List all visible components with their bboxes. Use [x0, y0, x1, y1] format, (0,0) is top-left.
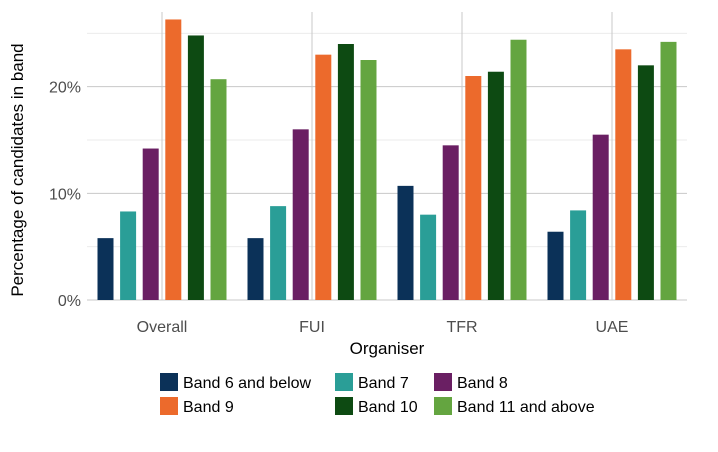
y-tick-label: 0%	[58, 293, 81, 310]
bar	[547, 231, 564, 300]
bar	[637, 65, 654, 300]
bar	[592, 134, 609, 300]
legend-item: Band 11 and above	[434, 397, 595, 416]
y-tick-label: 20%	[49, 80, 81, 97]
bar	[397, 185, 414, 300]
legend-item: Band 8	[434, 373, 508, 392]
bar	[465, 76, 482, 300]
x-tick-label: TFR	[446, 319, 477, 336]
bar	[187, 35, 204, 300]
bar	[337, 44, 354, 300]
y-axis-title: Percentage of candidates in band	[8, 43, 27, 296]
bar	[165, 19, 182, 300]
legend-item: Band 9	[160, 397, 234, 416]
legend-label: Band 10	[358, 399, 418, 416]
legend-label: Band 11 and above	[457, 399, 595, 416]
bar	[615, 49, 632, 301]
bar	[360, 60, 377, 300]
bar	[510, 39, 527, 300]
grid-lines	[87, 12, 687, 301]
bar	[270, 206, 287, 300]
bars	[97, 19, 677, 301]
bar	[487, 71, 504, 300]
legend-swatch	[434, 373, 452, 391]
y-axis-ticks: 0% 10% 20%	[49, 80, 81, 310]
legend-label: Band 8	[457, 375, 508, 392]
legend-swatch	[160, 373, 178, 391]
bar	[247, 238, 264, 300]
x-axis-ticks: Overall FUI TFR UAE	[137, 319, 629, 336]
legend-label: Band 6 and below	[183, 375, 312, 392]
legend-item: Band 6 and below	[160, 373, 312, 392]
legend-swatch	[160, 397, 178, 415]
legend-label: Band 9	[183, 399, 234, 416]
legend-swatch	[434, 397, 452, 415]
bar	[210, 79, 227, 300]
legend-swatch	[335, 373, 353, 391]
x-axis-title: Organiser	[350, 339, 425, 358]
bar	[442, 145, 459, 300]
x-tick-label: Overall	[137, 319, 188, 336]
bar	[142, 148, 159, 300]
legend-item: Band 7	[335, 373, 409, 392]
x-tick-label: FUI	[299, 319, 325, 336]
x-tick-label: UAE	[596, 319, 629, 336]
bar	[660, 41, 677, 300]
y-tick-label: 10%	[49, 186, 81, 203]
bar	[292, 129, 309, 300]
bar	[97, 238, 114, 300]
legend-label: Band 7	[358, 375, 409, 392]
bar	[420, 214, 437, 300]
legend-swatch	[335, 397, 353, 415]
bar	[570, 210, 587, 300]
legend: Band 6 and below Band 7 Band 8 Band 9 Band 1…	[160, 373, 595, 416]
bar	[315, 54, 332, 300]
legend-item: Band 10	[335, 397, 418, 416]
bar	[120, 211, 137, 300]
